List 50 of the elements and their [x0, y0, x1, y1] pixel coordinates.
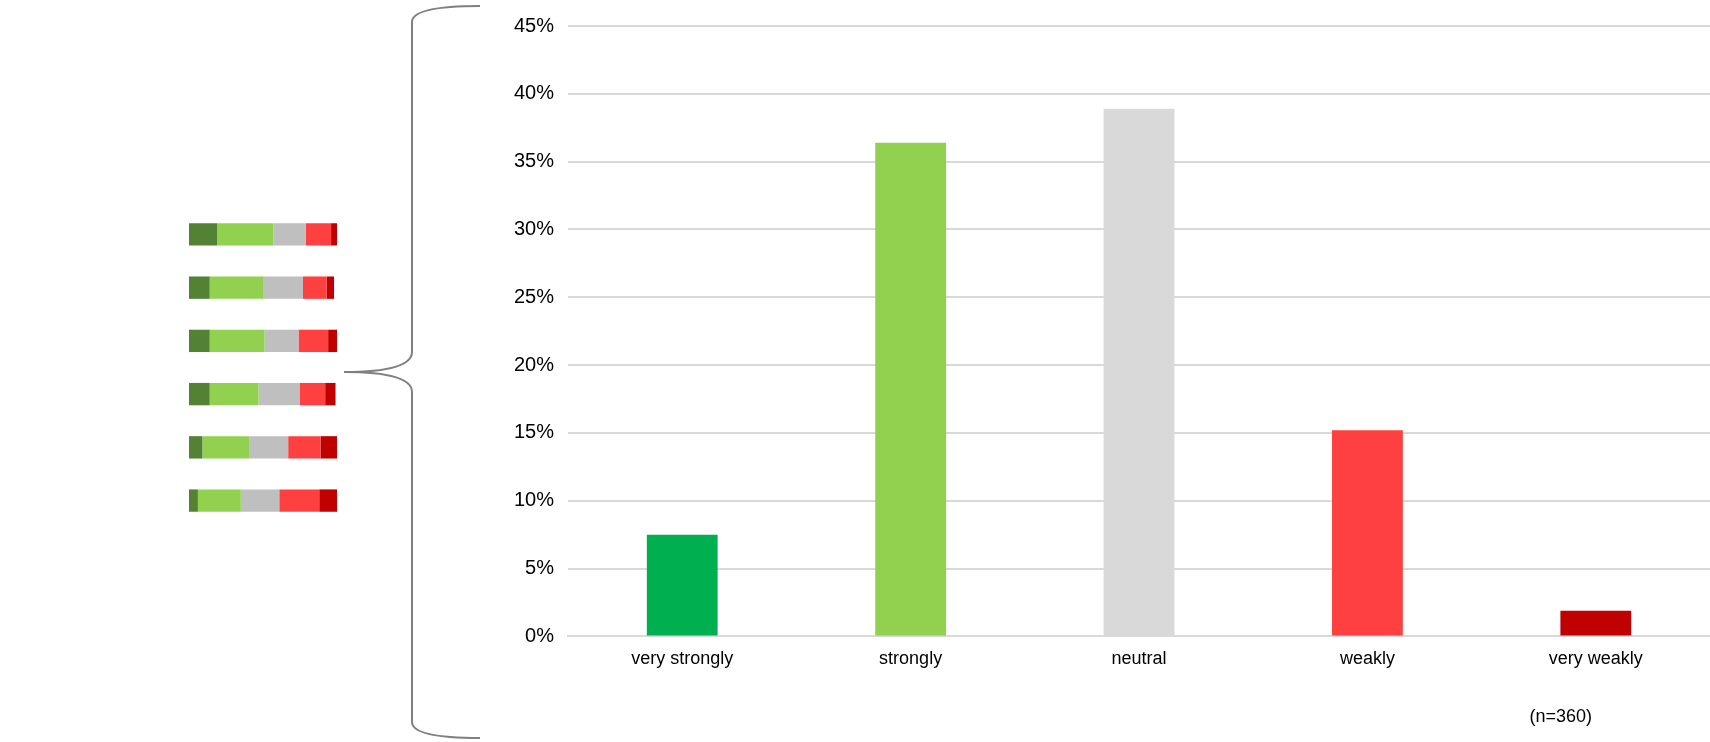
bar	[875, 142, 947, 636]
y-tick-label: 40%	[514, 81, 555, 104]
bar	[189, 382, 210, 406]
bar	[328, 329, 337, 353]
bar	[1560, 610, 1632, 636]
bar	[209, 382, 259, 406]
x-tick-label: very weakly	[1548, 648, 1643, 669]
y-tick-label: 10%	[514, 488, 555, 511]
bar	[1332, 430, 1403, 636]
y-tick-label: 25%	[514, 284, 555, 307]
bar	[240, 489, 280, 512]
bar	[263, 276, 303, 299]
bar	[300, 382, 326, 406]
bar	[320, 436, 337, 459]
bar	[189, 276, 210, 299]
y-tick-label: 15%	[514, 420, 555, 443]
y-tick-label: 30%	[514, 216, 555, 239]
text: (n=360)	[1529, 706, 1593, 726]
bar	[189, 329, 210, 353]
bar	[319, 489, 337, 512]
x-tick-label: neutral	[1111, 648, 1167, 669]
bar	[209, 329, 265, 353]
bar	[217, 223, 274, 246]
bar	[302, 276, 327, 299]
bar	[646, 534, 718, 636]
bar	[264, 329, 299, 353]
bar	[273, 223, 306, 246]
bar	[189, 489, 198, 512]
bar	[326, 276, 335, 299]
x-tick-label: weakly	[1338, 648, 1395, 669]
bar	[197, 489, 241, 512]
bar	[258, 382, 300, 406]
bar	[279, 489, 320, 512]
y-tick-label: 20%	[514, 352, 555, 375]
y-tick-label: 35%	[514, 149, 555, 172]
bar	[298, 329, 329, 353]
bar	[202, 436, 250, 459]
bar	[331, 223, 337, 246]
bar	[325, 382, 336, 406]
bar	[305, 223, 332, 246]
bar	[249, 436, 289, 459]
bar	[189, 436, 203, 459]
x-tick-label: very strongly	[631, 648, 734, 669]
y-tick-label: 45%	[514, 13, 555, 36]
y-tick-label: 0%	[525, 623, 555, 646]
bar	[189, 223, 218, 246]
x-tick-label: strongly	[879, 648, 943, 669]
bar	[209, 276, 263, 299]
bar	[288, 436, 321, 459]
y-tick-label: 5%	[525, 556, 555, 579]
